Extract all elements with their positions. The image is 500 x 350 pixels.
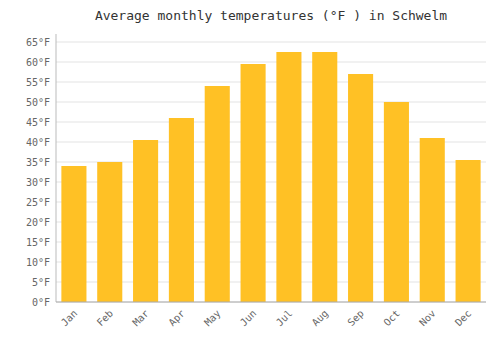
y-tick-label: 15°F (26, 237, 50, 248)
x-tick-label: Aug (310, 308, 331, 329)
x-tick-label: Jun (238, 308, 259, 329)
title: Average monthly temperatures (°F ) in Sc… (95, 8, 447, 23)
y-tick-label: 10°F (26, 257, 50, 268)
bar (312, 52, 337, 302)
bar (384, 102, 409, 302)
bar (276, 52, 301, 302)
bar (241, 64, 266, 302)
bar (133, 140, 158, 302)
x-tick-label: Apr (166, 308, 187, 329)
bar (420, 138, 445, 302)
y-tick-label: 20°F (26, 217, 50, 228)
y-tick-label: 25°F (26, 197, 50, 208)
y-tick-label: 0°F (32, 297, 50, 308)
x-tick-label: May (202, 308, 223, 329)
chart-svg: Average monthly temperatures (°F ) in Sc… (0, 0, 500, 350)
bar (456, 160, 481, 302)
grid-line (56, 42, 486, 43)
x-tick-label: Feb (95, 308, 116, 329)
y-tick-label: 65°F (26, 37, 50, 48)
grid-line (56, 102, 486, 103)
x-tick-label: Jan (59, 308, 80, 329)
bar (61, 166, 86, 302)
x-tick-label: Mar (130, 308, 151, 329)
y-tick-label: 5°F (32, 277, 50, 288)
y-axis: 0°F 5°F 10°F 15°F 20°F 25°F 30°F 35°F 40°F 45°F 50… (26, 34, 56, 308)
y-tick-label: 30°F (26, 177, 50, 188)
y-tick-label: 45°F (26, 117, 50, 128)
y-tick-label: 50°F (26, 97, 50, 108)
grid-line (56, 62, 486, 63)
x-axis: Jan Feb Mar Apr May Jun Jul Aug Sep Oct Nov Dec (56, 302, 486, 328)
grid-line (56, 82, 486, 83)
bar (205, 86, 230, 302)
grid (56, 42, 486, 302)
x-tick-label: Sep (345, 308, 366, 329)
grid-line (56, 302, 486, 303)
y-tick-label: 60°F (26, 57, 50, 68)
y-tick-label: 40°F (26, 137, 50, 148)
x-tick-label: Dec (453, 308, 474, 329)
x-tick-label: Nov (417, 308, 438, 329)
y-tick-label: 55°F (26, 77, 50, 88)
bar (97, 162, 122, 302)
x-tick-label: Jul (274, 308, 295, 329)
chart-container: Average monthly temperatures (°F ) in Sc… (0, 0, 500, 350)
bars (61, 52, 480, 302)
y-tick-label: 35°F (26, 157, 50, 168)
bar (348, 74, 373, 302)
y-axis-line (56, 34, 57, 302)
x-tick-label: Oct (381, 308, 402, 329)
x-axis-line (56, 302, 486, 303)
grid-line (56, 122, 486, 123)
bar (169, 118, 194, 302)
